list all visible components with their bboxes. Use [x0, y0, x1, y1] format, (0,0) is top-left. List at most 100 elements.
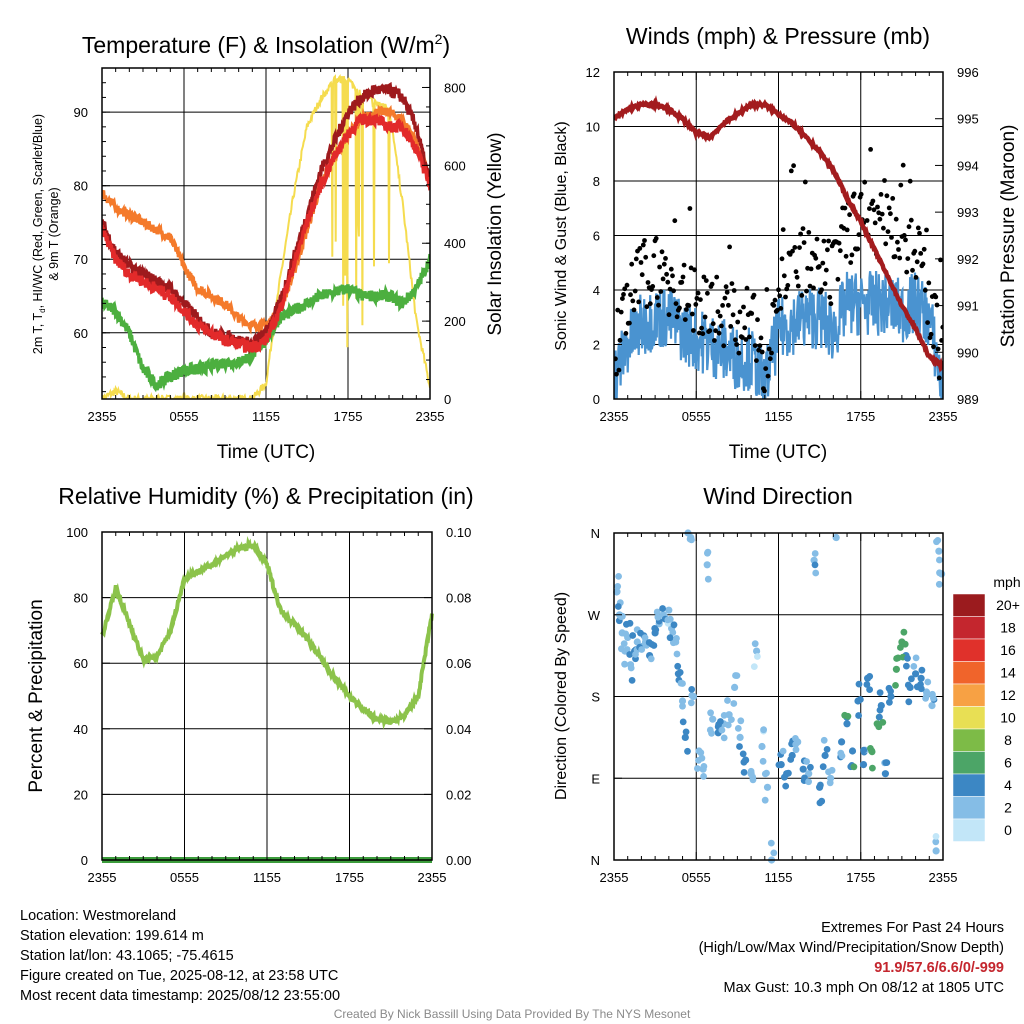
gust-point: [844, 227, 850, 233]
wind-direction-point: [901, 640, 909, 648]
gust-point: [677, 305, 682, 311]
wind-direction-point: [618, 645, 625, 653]
wind-direction-point: [807, 763, 814, 771]
x-tick-label: 1155: [765, 409, 793, 424]
gust-point: [883, 241, 889, 247]
gust-point: [621, 292, 626, 297]
wind-direction-point: [775, 761, 783, 769]
gust-point: [741, 304, 746, 310]
station-pressure-line: [614, 95, 943, 373]
wind-direction-point: [782, 782, 790, 790]
gust-point: [914, 259, 920, 265]
y2-tick-label: 995: [957, 112, 979, 127]
extremes-values: 91.9/57.6/6.6/0/-999: [874, 960, 1004, 976]
wind-direction-point: [653, 608, 661, 616]
wind-direction-point: [694, 765, 701, 772]
wind-direction-point: [720, 712, 728, 719]
gust-point: [653, 236, 659, 241]
extremes-info: Extremes For Past 24 Hours (High/Low/Max…: [699, 918, 1004, 998]
y2-tick-label: 0: [444, 392, 451, 407]
wind-direction-point: [626, 651, 634, 658]
gust-point: [780, 227, 786, 233]
wind-direction-point: [708, 729, 715, 737]
gust-point: [900, 162, 906, 168]
colorbar-swatch: [952, 796, 986, 820]
wind-direction-point: [749, 773, 757, 781]
wind-direction-point: [724, 697, 731, 704]
gust-point: [751, 292, 757, 298]
gust-point: [771, 303, 777, 308]
wind-direction-point: [936, 569, 943, 577]
y2-tick-label: 989: [957, 392, 979, 407]
wind-direction-point: [876, 713, 883, 721]
gust-point: [617, 337, 623, 343]
y2-tick-label: 990: [957, 345, 979, 360]
station-elevation: Station elevation: 199.614 m: [20, 928, 204, 944]
gust-point: [870, 198, 876, 204]
y2-tick-label: 0.08: [446, 591, 471, 606]
wind-direction-point: [700, 763, 708, 770]
wind-direction-point: [935, 547, 943, 555]
gust-point: [627, 320, 632, 326]
gust-point: [920, 261, 926, 267]
gust-point: [709, 281, 715, 287]
gust-point: [616, 367, 622, 373]
gust-point: [936, 375, 942, 381]
y-tick-label: E: [591, 771, 600, 786]
gust-point: [862, 179, 868, 185]
wind-direction-point: [758, 742, 766, 751]
gust-point: [778, 306, 784, 311]
gust-point: [715, 309, 721, 315]
gust-point: [701, 274, 707, 280]
gust-point: [645, 280, 651, 285]
rh-grid: [102, 532, 432, 860]
wind-direction-point: [707, 709, 714, 717]
gust-point: [631, 307, 637, 313]
gust-point: [734, 342, 739, 347]
gust-point: [800, 226, 806, 232]
gust-point: [791, 163, 796, 169]
wind-direction-point: [638, 646, 646, 653]
wind-direction-point: [688, 686, 696, 693]
gust-point: [811, 285, 816, 291]
wind-direction-point: [820, 736, 828, 744]
wind-direction-point: [863, 681, 871, 688]
y2-tick-label: 0.10: [446, 525, 471, 540]
wind-direction-point: [823, 746, 831, 753]
gust-point: [795, 283, 801, 289]
gust-point: [759, 349, 765, 355]
colorbar-label: 12: [1000, 687, 1016, 703]
x-tick-label: 2355: [418, 870, 447, 885]
gust-point: [842, 205, 848, 211]
gust-point: [793, 269, 799, 275]
gust-point: [668, 266, 674, 272]
gust-point: [671, 288, 676, 294]
wind-direction-point: [759, 757, 767, 765]
wind-direction-point: [930, 694, 937, 702]
gust-point: [939, 338, 943, 343]
gust-point: [877, 216, 883, 222]
gust-point: [632, 288, 638, 294]
gust-point: [802, 179, 808, 185]
wind-direction-point: [698, 754, 706, 762]
gust-point: [680, 274, 686, 280]
winds-ylabel-left: Sonic Wind & Gust (Blue, Black): [553, 121, 570, 350]
gust-point: [691, 328, 696, 333]
gust-point: [757, 343, 763, 349]
winds-grid: [614, 72, 943, 399]
colorbar-swatch: [952, 818, 986, 842]
gust-point: [772, 297, 778, 303]
wind-direction-point: [673, 650, 681, 658]
wind-direction-point: [917, 674, 925, 682]
gust-point: [633, 256, 639, 262]
gust-point: [886, 205, 892, 211]
wind-direction-point: [892, 682, 899, 689]
wind-direction-point: [687, 699, 695, 707]
gust-point: [822, 281, 828, 287]
wind-direction-point: [887, 692, 895, 701]
gust-point: [820, 260, 826, 266]
wind-direction-point: [826, 779, 834, 787]
y-tick-label: N: [591, 526, 600, 541]
y-tick-label: S: [591, 690, 600, 705]
x-tick-label: 1755: [335, 870, 364, 885]
